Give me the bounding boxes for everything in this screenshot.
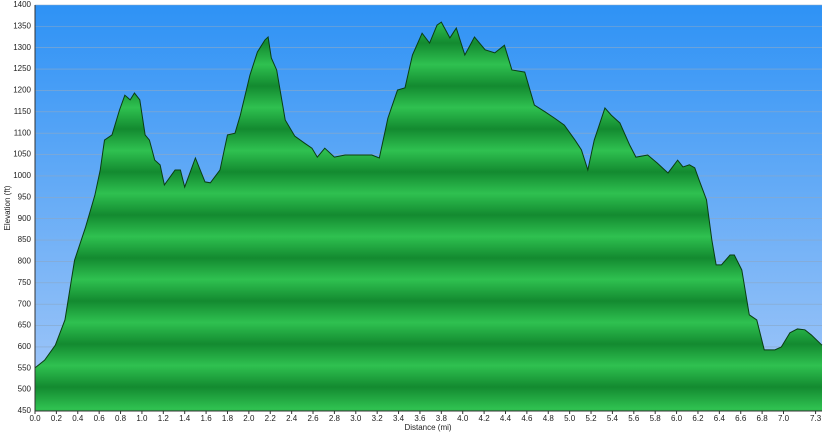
x-tick-label: 6.6 [735,414,747,423]
x-tick-label: 3.6 [414,414,426,423]
y-tick-label: 700 [18,299,32,308]
x-tick-label: 1.2 [158,414,170,423]
x-tick-label: 4.4 [500,414,512,423]
x-tick-label: 4.6 [521,414,533,423]
x-tick-label: 3.2 [372,414,384,423]
x-tick-label: 4.8 [543,414,555,423]
y-tick-label: 950 [18,192,32,201]
y-tick-label: 1400 [13,0,31,9]
y-tick-label: 450 [18,406,32,415]
x-tick-label: 6.4 [714,414,726,423]
x-tick-label: 1.4 [179,414,191,423]
y-tick-label: 900 [18,214,32,223]
y-tick-label: 850 [18,235,32,244]
x-tick-label: 4.0 [457,414,469,423]
x-tick-label: 2.8 [329,414,341,423]
y-tick-label: 550 [18,363,32,372]
x-tick-label: 5.8 [650,414,662,423]
x-tick-label: 2.2 [265,414,277,423]
y-tick-label: 1350 [13,21,31,30]
x-tick-label: 1.8 [222,414,234,423]
x-tick-label: 5.4 [607,414,619,423]
x-tick-label: 3.8 [436,414,448,423]
x-tick-label: 7.0 [778,414,790,423]
x-tick-label: 0.4 [72,414,84,423]
x-tick-label: 6.8 [757,414,769,423]
y-tick-label: 1300 [13,43,31,52]
y-tick-label: 1100 [14,128,32,137]
x-tick-label: 0.0 [29,414,41,423]
x-axis-label: Distance (mi) [404,423,451,432]
x-tick-label: 6.0 [671,414,683,423]
y-tick-label: 1150 [14,107,32,116]
y-tick-label: 650 [18,321,32,330]
x-tick-label: 2.0 [243,414,255,423]
x-tick-label: 5.6 [628,414,640,423]
y-axis-label: Elevation (ft) [3,185,12,230]
x-tick-label: 1.0 [136,414,148,423]
y-tick-label: 750 [18,278,32,287]
x-tick-label: 1.6 [201,414,213,423]
elevation-line [34,21,823,369]
x-tick-label: 0.8 [115,414,127,423]
x-tick-label: 0.6 [94,414,106,423]
x-tick-label: 2.4 [286,414,298,423]
y-tick-label: 1050 [13,150,31,159]
x-tick-label: 5.2 [585,414,597,423]
area-fill [35,22,822,412]
x-tick-label: 0.2 [51,414,63,423]
x-tick-label: 4.2 [479,414,491,423]
y-tick-label: 600 [18,342,32,351]
x-tick-label: 3.0 [350,414,362,423]
y-tick-label: 800 [18,257,32,266]
y-tick-label: 1200 [13,86,31,95]
x-tick-label: 2.6 [307,414,319,423]
y-tick-label: 500 [18,385,32,394]
y-tick-label: 1000 [13,171,31,180]
x-tick-label: 6.2 [692,414,704,423]
y-tick-label: 1250 [13,64,31,73]
x-tick-label: 3.4 [393,414,405,423]
x-tick-label: 7.3 [810,414,822,423]
x-tick-label: 5.0 [564,414,576,423]
